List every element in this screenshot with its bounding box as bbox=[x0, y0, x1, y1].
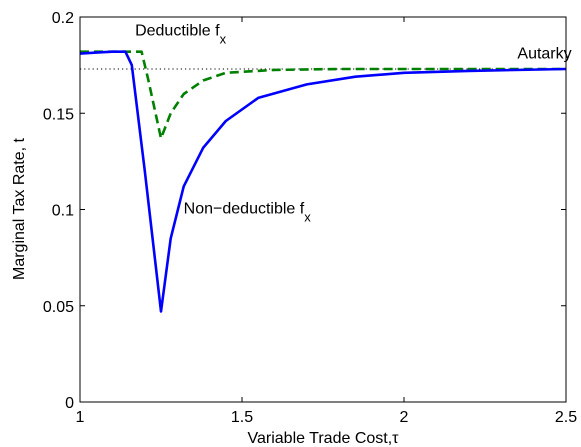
x-tick-label: 1 bbox=[76, 409, 85, 426]
annotation-deductible: Deductible fx bbox=[135, 22, 227, 46]
x-axis-label: Variable Trade Cost,τ bbox=[248, 430, 400, 447]
y-tick-label: 0.05 bbox=[43, 299, 74, 316]
annotation-nondeductible: Non−deductible fx bbox=[184, 200, 312, 224]
tick-layer: 1 1.5 2 2.5 0 0.05 0.1 0.15 0.2 bbox=[43, 10, 577, 426]
y-tick-label: 0.2 bbox=[52, 10, 74, 27]
y-tick-label: 0 bbox=[65, 395, 74, 412]
annotation-text: Autarky bbox=[517, 45, 571, 62]
x-tick-label: 2 bbox=[400, 409, 409, 426]
series-line-0 bbox=[79, 50, 567, 313]
annotation-subscript: x bbox=[220, 31, 227, 46]
y-tick-label: 0.15 bbox=[43, 106, 74, 123]
x-tick-label: 1.5 bbox=[231, 409, 253, 426]
y-tick-label: 0.1 bbox=[52, 203, 74, 220]
annotation-text: Deductible f bbox=[135, 22, 220, 39]
series-line-1 bbox=[80, 50, 566, 140]
annotation-subscript: x bbox=[304, 209, 311, 224]
y-axis-label: Marginal Tax Rate, t bbox=[11, 137, 28, 280]
annotation-autarky: Autarky bbox=[517, 45, 571, 62]
x-tick-label: 2.5 bbox=[555, 409, 577, 426]
annotation-text: Non−deductible f bbox=[184, 200, 305, 217]
